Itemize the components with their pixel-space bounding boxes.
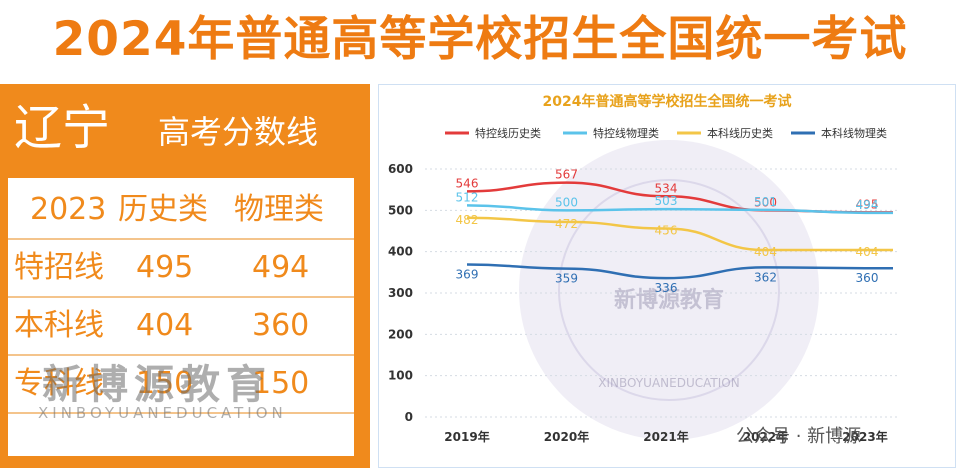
series-line <box>466 204 893 215</box>
legend-label: 特控线历史类 <box>475 126 541 140</box>
legend-label: 本科线历史类 <box>707 126 773 140</box>
chart-watermark-cn: 新博源教育 <box>614 287 724 313</box>
y-tick-label: 400 <box>388 245 413 259</box>
province-subtitle: 高考分数线 <box>158 113 319 151</box>
y-tick-label: 0 <box>405 410 413 424</box>
row-history-value: 150 <box>136 366 194 401</box>
y-tick-label: 300 <box>388 286 413 300</box>
data-label: 336 <box>655 281 678 295</box>
data-label: 495 <box>856 197 879 211</box>
chart-title: 2024年普通高等学校招生全国统一考试 <box>543 93 792 110</box>
legend-label: 特控线物理类 <box>593 126 659 140</box>
y-axis: 0 100 200 300 400 500 600 <box>388 162 413 424</box>
data-label: 360 <box>856 271 879 285</box>
data-label: 369 <box>456 267 479 281</box>
line-chart: 新博源教育 XINBOYUANEDUCATION 2024年普通高等学校招生全国… <box>378 84 956 468</box>
data-label: 567 <box>555 168 578 182</box>
row-physics-value: 494 <box>252 250 310 285</box>
table-row: 本科线 404 360 <box>8 298 354 356</box>
chart-watermark-en: XINBOYUANEDUCATION <box>598 376 739 390</box>
brand-watermark: 新博源教育 XINBOYUANEDUCATION <box>20 352 340 422</box>
watermark-en: XINBOYUANEDUCATION <box>38 404 287 422</box>
data-label: 362 <box>754 270 777 284</box>
data-labels: 546 567 534 500 495 512 500 503 501 494 482 472 456 4… <box>456 168 879 295</box>
footer-label: 公众号 · 新博源 <box>736 426 862 447</box>
chart-legend: 特控线历史类 特控线物理类 本科线历史类 本科线物理类 <box>445 126 887 140</box>
series-line <box>466 263 893 280</box>
legend-label: 本科线物理类 <box>821 126 887 140</box>
y-tick-label: 100 <box>388 369 413 383</box>
line-chart-svg: 新博源教育 XINBOYUANEDUCATION 2024年普通高等学校招生全国… <box>388 93 899 444</box>
x-tick-label: 2021年 <box>643 429 688 444</box>
data-label: 500 <box>555 195 578 209</box>
chart-watermark-ring <box>558 179 780 401</box>
data-label: 494 <box>856 198 879 212</box>
data-label: 456 <box>655 224 678 238</box>
data-label: 482 <box>456 213 479 227</box>
x-tick-label: 2020年 <box>544 429 589 444</box>
x-tick-label: 2022年 <box>743 429 788 444</box>
data-label: 404 <box>856 245 879 259</box>
row-label: 本科线 <box>14 308 104 343</box>
table-header-history: 历史类 <box>118 192 208 227</box>
row-history-value: 495 <box>136 250 194 285</box>
row-label: 特招线 <box>14 250 104 285</box>
chart-watermark-seal <box>519 140 819 440</box>
score-table: 2023 历史类 物理类 特招线 495 494 本科线 404 360 专科线… <box>8 178 354 456</box>
y-tick-label: 500 <box>388 203 413 217</box>
province-name: 辽宁 <box>14 100 111 156</box>
table-header-physics: 物理类 <box>234 192 324 227</box>
series-line <box>466 216 893 252</box>
data-label: 359 <box>555 272 578 286</box>
y-tick-label: 600 <box>388 162 413 176</box>
chart-series <box>466 181 893 280</box>
data-label: 512 <box>456 190 479 204</box>
footer-account: 公众号 · 新博源 <box>736 422 862 447</box>
province-header: 辽宁 高考分数线 <box>8 94 368 164</box>
y-tick-label: 200 <box>388 327 413 341</box>
data-label: 472 <box>555 217 578 231</box>
table-row: 特招线 495 494 <box>8 240 354 298</box>
data-label: 546 <box>456 176 479 190</box>
x-tick-label: 2023年 <box>842 429 887 444</box>
table-row: 专科线 150 150 <box>8 356 354 414</box>
table-year: 2023 <box>30 192 107 227</box>
data-label: 500 <box>754 195 777 209</box>
data-label: 534 <box>655 181 678 195</box>
data-label: 503 <box>655 194 678 208</box>
page-title: 2024年普通高等学校招生全国统一考试 <box>52 12 908 67</box>
table-header-row: 2023 历史类 物理类 <box>8 182 354 240</box>
row-label: 专科线 <box>14 366 104 401</box>
row-history-value: 404 <box>136 308 194 343</box>
watermark-cn: 新博源教育 <box>42 362 272 408</box>
x-tick-label: 2019年 <box>444 429 489 444</box>
row-physics-value: 150 <box>252 366 310 401</box>
data-label: 404 <box>754 245 777 259</box>
row-physics-value: 360 <box>252 308 310 343</box>
x-axis: 2019年 2020年 2021年 2022年 2023年 <box>444 429 887 444</box>
data-label: 501 <box>754 195 777 209</box>
